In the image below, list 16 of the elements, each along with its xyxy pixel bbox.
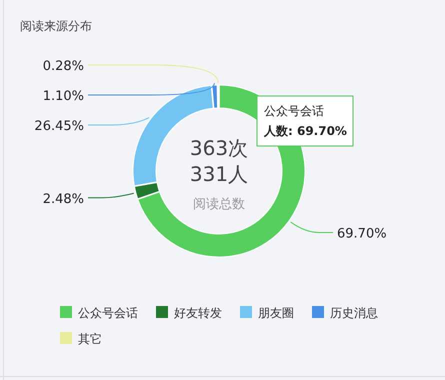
- text: 331人: [190, 162, 248, 186]
- data-label: 1.10%: [42, 89, 84, 104]
- data-label: 2.48%: [42, 192, 84, 207]
- legend-label: 公众号会话: [78, 306, 138, 320]
- text: 阅读总数: [193, 197, 245, 212]
- chart-title: 阅读来源分布: [20, 19, 92, 33]
- legend-label: 其它: [78, 332, 102, 346]
- data-label: 0.28%: [42, 59, 84, 74]
- legend-label: 历史消息: [330, 306, 378, 320]
- data-label: 69.70%: [337, 226, 387, 242]
- data-label: 26.45%: [34, 119, 84, 134]
- text: 人数: 69.70%: [263, 124, 347, 138]
- legend-label: 朋友圈: [258, 306, 294, 320]
- legend-label: 好友转发: [174, 306, 222, 320]
- text: 公众号会话: [264, 104, 324, 118]
- text: 363次: [190, 136, 248, 160]
